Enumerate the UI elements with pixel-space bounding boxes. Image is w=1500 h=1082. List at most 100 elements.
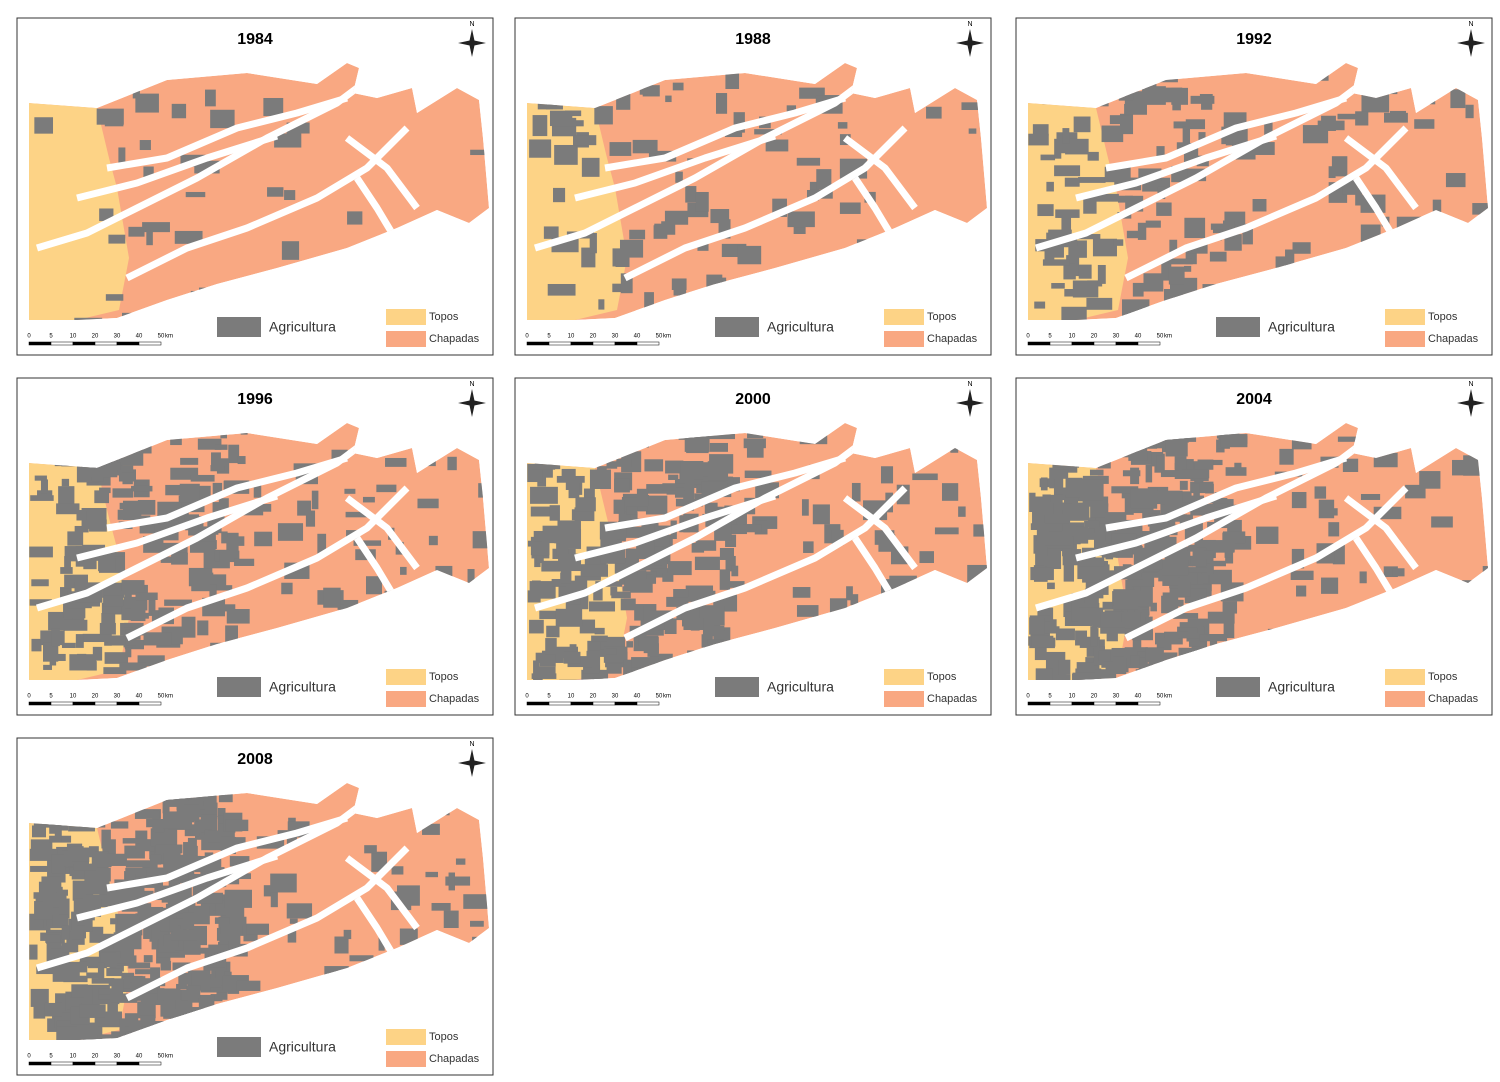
agricultura-patch: [108, 235, 125, 244]
agricultura-patch: [470, 921, 484, 927]
scalebar-label: 10: [1069, 694, 1076, 700]
agricultura-patch: [69, 654, 96, 670]
legend-label-chapadas: Chapadas: [927, 333, 978, 345]
agricultura-patch: [210, 979, 221, 988]
agricultura-patch: [221, 531, 227, 543]
agricultura-patch: [1124, 104, 1147, 115]
agricultura-patch: [1332, 156, 1347, 176]
agricultura-patch: [581, 564, 608, 577]
agricultura-patch: [607, 663, 622, 673]
agricultura-patch: [227, 609, 250, 624]
agricultura-patch: [1032, 636, 1054, 647]
legend-label-topos: Topos: [429, 1031, 459, 1043]
north-label: N: [469, 381, 474, 388]
agricultura-patch: [541, 561, 565, 572]
scalebar-label: 40: [136, 334, 143, 340]
scalebar-label: 50: [1157, 334, 1164, 340]
agricultura-patch: [188, 838, 197, 847]
agricultura-patch: [29, 547, 53, 558]
agricultura-patch: [312, 491, 319, 510]
scalebar-label: 30: [612, 694, 619, 700]
panel-title: 1984: [237, 31, 273, 48]
scalebar-label: 20: [590, 694, 597, 700]
agricultura-patch: [531, 507, 552, 517]
agricultura-patch: [221, 926, 243, 934]
scalebar-label: 20: [1091, 334, 1098, 340]
agricultura-patch: [696, 192, 709, 212]
agricultura-patch: [1319, 500, 1334, 519]
agricultura-patch: [94, 490, 109, 503]
scalebar-segment: [51, 342, 73, 345]
scalebar-label: 10: [70, 334, 77, 340]
agricultura-patch: [1201, 100, 1212, 110]
agricultura-patch: [637, 489, 648, 506]
agricultura-patch: [1086, 298, 1112, 310]
agricultura-patch: [79, 962, 87, 973]
agricultura-patch: [1213, 540, 1235, 553]
agricultura-patch: [1146, 465, 1153, 483]
agricultura-patch: [228, 536, 245, 546]
agricultura-patch: [101, 830, 110, 849]
agricultura-patch: [225, 890, 252, 908]
agricultura-patch: [625, 527, 645, 538]
scalebar-label: 30: [612, 334, 619, 340]
agricultura-patch: [529, 620, 544, 634]
agricultura-patch: [852, 483, 861, 502]
agricultura-patch: [1046, 182, 1054, 192]
legend-swatch-agricultura: [217, 677, 261, 697]
scalebar-segment: [139, 1062, 161, 1065]
agricultura-patch: [30, 495, 53, 501]
agricultura-patch: [1321, 578, 1338, 594]
agricultura-patch: [181, 990, 188, 1001]
agricultura-patch: [1433, 200, 1441, 213]
scalebar-segment: [73, 702, 95, 705]
agricultura-patch: [1292, 492, 1307, 508]
agricultura-patch: [556, 609, 582, 627]
agricultura-patch: [802, 499, 809, 515]
legend-label-chapadas: Chapadas: [429, 693, 480, 705]
scalebar-unit: km: [165, 1054, 173, 1060]
agricultura-patch: [110, 918, 117, 924]
scalebar-segment: [1138, 702, 1160, 705]
agricultura-patch: [97, 109, 124, 125]
agricultura-patch: [1093, 239, 1117, 257]
legend-swatch-chapadas: [884, 691, 924, 707]
scalebar-segment: [1028, 342, 1050, 345]
agricultura-patch: [598, 299, 604, 309]
agricultura-patch: [1131, 655, 1140, 665]
agricultura-patch: [1184, 218, 1205, 238]
agricultura-patch: [1168, 259, 1192, 265]
agricultura-patch: [564, 652, 581, 664]
agricultura-patch: [1143, 273, 1163, 291]
agricultura-patch: [171, 929, 198, 940]
scalebar-label: 20: [92, 694, 99, 700]
agricultura-patch: [838, 122, 848, 128]
agricultura-patch: [672, 278, 687, 290]
scalebar-segment: [1050, 702, 1072, 705]
agricultura-patch: [449, 873, 455, 891]
panel-title: 2004: [1236, 391, 1272, 408]
agricultura-patch: [51, 628, 60, 646]
agricultura-patch: [747, 440, 764, 457]
agricultura-patch: [234, 559, 254, 566]
agricultura-patch: [1321, 116, 1336, 131]
scalebar-label: 30: [114, 694, 121, 700]
agricultura-patch: [1041, 477, 1048, 490]
agricultura-patch: [557, 520, 576, 528]
figure: 1984NAgriculturaToposChapadas05102030405…: [0, 0, 1500, 1082]
agricultura-patch: [1131, 488, 1157, 508]
agricultura-patch: [1291, 571, 1314, 580]
agricultura-patch: [1184, 266, 1191, 272]
agricultura-patch: [1360, 571, 1367, 583]
agricultura-patch: [216, 585, 232, 590]
agricultura-patch: [267, 187, 283, 197]
agricultura-patch: [263, 98, 283, 116]
agricultura-patch: [606, 649, 617, 654]
scalebar-segment: [1116, 702, 1138, 705]
scalebar-unit: km: [1164, 334, 1172, 340]
legend-swatch-topos: [1385, 669, 1425, 685]
agricultura-patch: [64, 556, 71, 573]
agricultura-patch: [912, 473, 937, 480]
panel-title: 1992: [1236, 31, 1272, 48]
panel-title: 2000: [735, 391, 771, 408]
